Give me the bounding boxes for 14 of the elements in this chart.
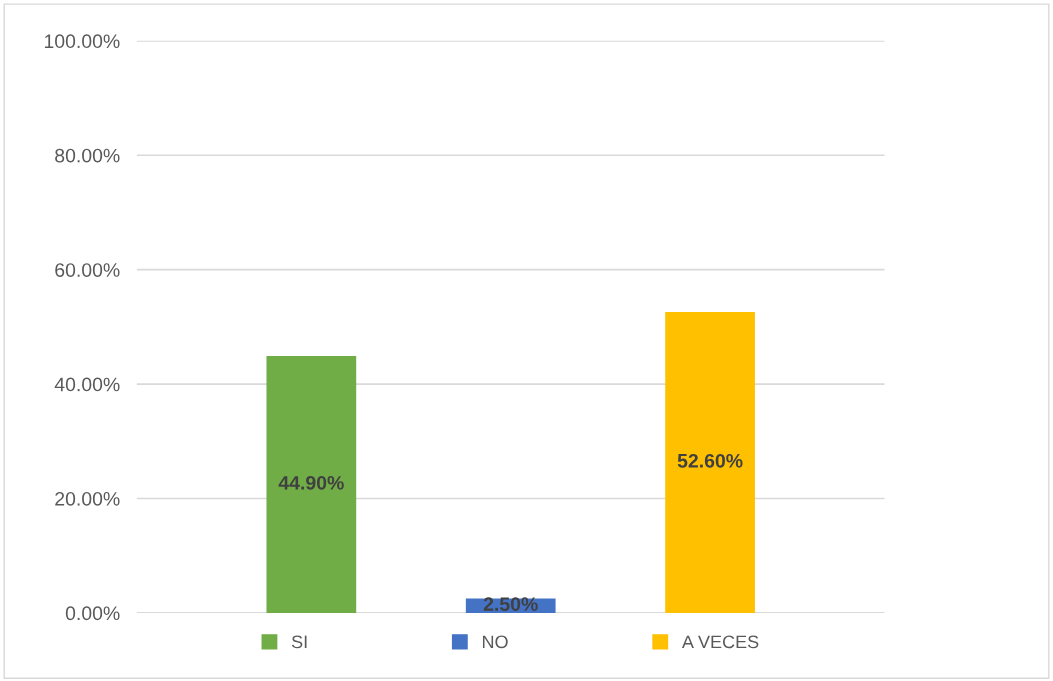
y-tick-label: 80.00% bbox=[55, 148, 120, 163]
data-label: 44.90% bbox=[278, 475, 344, 490]
y-tick-label: 40.00% bbox=[54, 377, 120, 392]
legend-label: SI bbox=[291, 635, 307, 649]
bar bbox=[266, 356, 357, 613]
legend-label: NO bbox=[482, 635, 508, 649]
y-tick-label: 60.00% bbox=[55, 263, 120, 277]
legend-label: A VECES bbox=[681, 635, 759, 649]
data-label: 2.50% bbox=[483, 597, 538, 611]
y-tick-label: 0.00% bbox=[65, 606, 120, 621]
y-tick-label: 20.00% bbox=[55, 491, 120, 506]
bar bbox=[665, 312, 755, 613]
data-label: 52.60% bbox=[677, 453, 743, 468]
y-tick-label: 100.00% bbox=[44, 34, 120, 49]
